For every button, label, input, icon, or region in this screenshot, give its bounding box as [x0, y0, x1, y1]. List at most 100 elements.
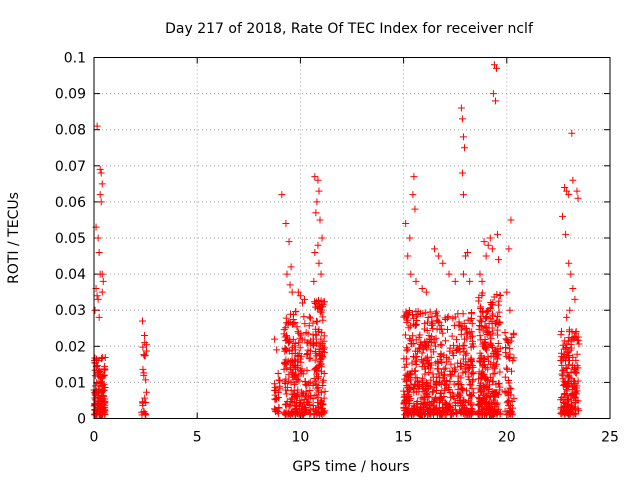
- data-point: [427, 353, 435, 361]
- data-point: [101, 402, 109, 410]
- data-point: [319, 300, 327, 308]
- data-point: [451, 277, 459, 285]
- y-tick-label: 0.07: [55, 159, 86, 175]
- data-point: [468, 377, 476, 385]
- data-point: [560, 345, 568, 353]
- data-point: [311, 173, 319, 181]
- data-point: [480, 342, 488, 350]
- data-point: [291, 319, 299, 327]
- data-point: [435, 252, 443, 260]
- data-point: [305, 322, 313, 330]
- data-point: [311, 248, 319, 256]
- data-point: [408, 310, 416, 318]
- data-point: [317, 355, 325, 363]
- data-point: [316, 304, 324, 312]
- data-point: [306, 387, 314, 395]
- data-point: [464, 316, 472, 324]
- data-point: [423, 344, 431, 352]
- data-point: [271, 335, 279, 343]
- data-point: [475, 394, 483, 402]
- data-point: [139, 365, 147, 373]
- data-point: [101, 410, 109, 418]
- data-point: [462, 360, 470, 368]
- data-point: [558, 357, 566, 365]
- data-point: [402, 355, 410, 363]
- data-point: [501, 387, 509, 395]
- grid-lines: [94, 57, 610, 419]
- data-point: [441, 370, 449, 378]
- data-point: [402, 406, 410, 414]
- data-point: [468, 408, 476, 416]
- data-point: [449, 393, 457, 401]
- x-axis-label: GPS time / hours: [292, 459, 409, 475]
- data-point: [445, 270, 453, 278]
- data-point: [558, 370, 566, 378]
- data-point: [295, 339, 303, 347]
- data-point: [457, 362, 465, 370]
- data-point: [291, 349, 299, 357]
- data-point: [565, 372, 573, 380]
- data-point: [571, 409, 579, 417]
- data-point: [143, 388, 151, 396]
- data-point: [477, 379, 485, 387]
- data-point: [469, 370, 477, 378]
- data-point: [421, 309, 429, 317]
- data-point: [489, 90, 497, 98]
- data-point: [416, 331, 424, 339]
- data-point: [433, 365, 441, 373]
- data-point: [91, 359, 99, 367]
- data-point: [317, 363, 325, 371]
- data-point: [563, 396, 571, 404]
- data-point: [315, 259, 323, 267]
- data-point: [506, 345, 514, 353]
- data-point: [569, 353, 577, 361]
- data-point: [458, 115, 466, 123]
- data-point: [94, 399, 102, 407]
- data-point: [297, 358, 305, 366]
- x-axis-ticks: 0 5 10 15 20 25: [90, 57, 619, 446]
- data-point: [95, 370, 103, 378]
- data-point: [282, 386, 290, 394]
- data-point: [561, 183, 569, 191]
- data-point: [427, 361, 435, 369]
- data-point: [488, 245, 496, 253]
- data-point: [468, 332, 476, 340]
- data-point: [411, 205, 419, 213]
- data-point: [272, 408, 280, 416]
- data-point: [293, 323, 301, 331]
- data-point: [451, 402, 459, 410]
- data-point: [457, 326, 465, 334]
- data-point: [460, 348, 468, 356]
- data-point: [563, 187, 571, 195]
- data-point: [446, 389, 454, 397]
- data-point: [412, 312, 420, 320]
- data-point: [477, 357, 485, 365]
- data-point: [482, 398, 490, 406]
- data-point: [428, 339, 436, 347]
- data-point: [468, 309, 476, 317]
- data-point: [574, 194, 582, 202]
- data-point: [506, 402, 514, 410]
- data-point: [482, 323, 490, 331]
- data-point: [431, 245, 439, 253]
- data-point: [320, 409, 328, 417]
- data-point: [95, 313, 103, 321]
- data-point: [507, 407, 515, 415]
- data-point: [506, 408, 514, 416]
- y-tick-label: 0.01: [55, 375, 86, 391]
- data-point: [94, 234, 102, 242]
- data-point: [282, 314, 290, 322]
- y-tick-label: 0.09: [55, 87, 86, 103]
- data-point: [504, 398, 512, 406]
- data-point: [467, 314, 475, 322]
- data-point: [477, 352, 485, 360]
- data-point: [478, 277, 486, 285]
- data-point: [432, 334, 440, 342]
- data-point: [573, 387, 581, 395]
- y-axis-ticks: 0 0.01 0.02 0.03 0.04 0.05 0.06 0.07 0.08 0.09 0.1: [55, 51, 610, 428]
- data-point: [434, 317, 442, 325]
- data-point: [406, 322, 414, 330]
- data-point: [505, 397, 513, 405]
- data-point: [418, 285, 426, 293]
